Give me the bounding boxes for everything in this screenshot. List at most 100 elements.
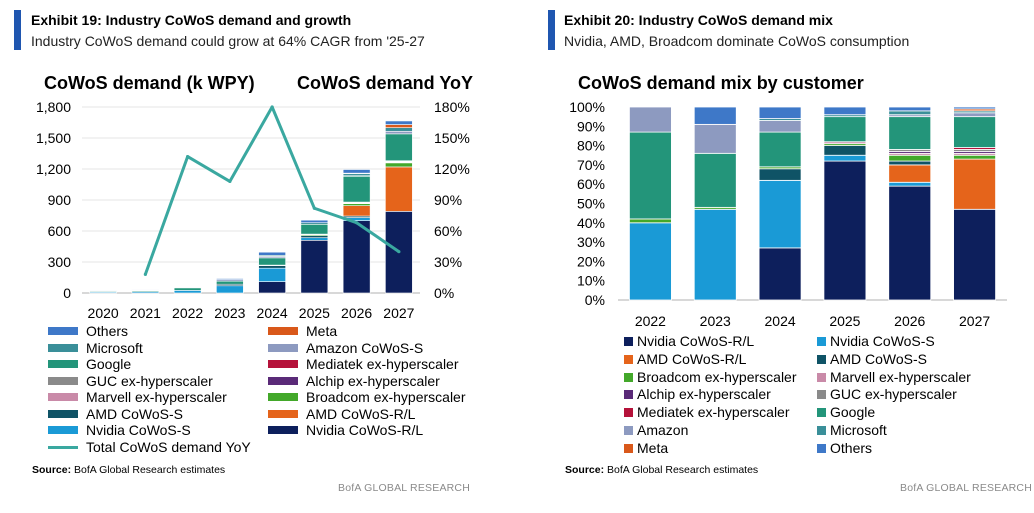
legend-swatch: [268, 409, 298, 418]
bar-others: [385, 120, 413, 125]
legend-swatch: [817, 426, 826, 435]
x-tick-label: 2027: [959, 313, 990, 329]
legend-label: Alchip ex-hyperscaler: [306, 372, 440, 389]
x-tick-label: 2022: [172, 305, 203, 321]
legend-label: Total CoWoS demand YoY: [86, 438, 251, 455]
bar-others: [258, 251, 286, 256]
brand-footer: BofA GLOBAL RESEARCH: [900, 482, 1032, 494]
bar-amd-cowos-s: [888, 160, 932, 166]
bar-broadcom-ex-hyperscaler: [953, 154, 996, 160]
legend-swatch: [817, 337, 826, 346]
legend-swatch: [817, 443, 826, 453]
bar-nvidia-cowos-r-l: [823, 160, 867, 301]
exhibit-19-panel: Exhibit 19: Industry CoWoS demand and gr…: [14, 10, 474, 494]
legend-label: Nvidia CoWoS-R/L: [637, 333, 755, 349]
legend-label: Nvidia CoWoS-S: [86, 422, 191, 438]
y-tick-label: 50%: [577, 196, 605, 212]
bar-google: [258, 257, 286, 266]
bar-nvidia-cowos-r-l: [953, 208, 996, 301]
x-tick-label: 2023: [700, 313, 731, 329]
bar-amazon-cowos-s: [385, 130, 413, 135]
legend-label: Mediatek ex-hyperscaler: [637, 404, 790, 421]
bar-others: [342, 169, 371, 174]
yoy-point: [312, 206, 316, 210]
exhibit-title: Exhibit 20: Industry CoWoS demand mix: [564, 12, 833, 28]
x-tick-label: 2021: [130, 305, 161, 321]
bar-amd-cowos-r-l: [385, 166, 413, 212]
legend-label: Others: [86, 323, 129, 339]
legend-swatch: [48, 426, 78, 434]
legend-label: Marvell ex-hyperscaler: [830, 368, 971, 385]
legend-label: Mediatek ex-hyperscaler: [306, 356, 459, 372]
bar-others: [173, 286, 202, 288]
chart-title-secondary: CoWoS demand YoY: [297, 73, 474, 93]
bar-microsoft: [888, 110, 932, 116]
legend-swatch: [817, 354, 826, 364]
chart-title: CoWoS demand (k WPY): [44, 73, 255, 93]
legend-label: Google: [86, 356, 132, 372]
bar-amazon: [629, 106, 672, 133]
legend-label: Broadcom ex-hyperscaler: [306, 389, 466, 405]
legend-label: AMD CoWoS-R/L: [306, 405, 416, 422]
bar-nvidia-cowos-r-l: [888, 185, 932, 301]
bar-nvidia-cowos-s: [823, 154, 867, 162]
legend-label: GUC ex-hyperscaler: [86, 372, 213, 389]
y-tick-label: 10%: [577, 273, 605, 289]
legend-label: AMD CoWoS-S: [830, 350, 927, 367]
y-tick-label: 90%: [577, 118, 605, 134]
source-label: Source:: [32, 464, 72, 476]
legend-swatch: [268, 426, 298, 434]
bar-google: [385, 133, 413, 162]
bar-amd-cowos-r-l: [953, 158, 996, 210]
bar-google: [693, 152, 737, 208]
bar-nvidia-cowos-s: [216, 285, 244, 294]
legend-label: Broadcom ex-hyperscaler: [637, 368, 797, 385]
legend-swatch: [48, 343, 78, 352]
bar-nvidia-cowos-s: [300, 237, 329, 241]
y-tick-label: 30%: [577, 234, 605, 250]
legend-label: Meta: [306, 323, 338, 339]
legend-swatch: [268, 393, 298, 401]
legend-label: Nvidia CoWoS-R/L: [306, 422, 424, 438]
y-tick-label: 100%: [569, 99, 605, 115]
x-tick-label: 2026: [341, 305, 372, 321]
source-label: Source:: [565, 464, 605, 476]
exhibit-subtitle: Industry CoWoS demand could grow at 64% …: [31, 33, 425, 49]
legend-label: AMD CoWoS-R/L: [637, 350, 747, 367]
legend-swatch: [268, 360, 298, 368]
legend-swatch: [48, 393, 78, 401]
bar-others: [89, 290, 117, 292]
bar-amazon: [758, 120, 802, 133]
legend-swatch: [817, 390, 826, 400]
yoy-point: [186, 155, 190, 159]
legend-swatch: [624, 354, 633, 364]
bar-amazon: [953, 112, 996, 118]
legend-swatch: [624, 390, 633, 400]
bar-google: [342, 175, 371, 203]
legend-label: Microsoft: [830, 422, 887, 438]
bar-amd-cowos-s: [258, 265, 286, 269]
bar-google: [173, 287, 202, 291]
exhibit-20-panel: Exhibit 20: Industry CoWoS demand mix Nv…: [517, 0, 1034, 513]
x-tick-label: 2027: [383, 305, 414, 321]
legend-swatch: [624, 372, 633, 382]
legend-label: GUC ex-hyperscaler: [830, 386, 957, 403]
source-text: BofA Global Research estimates: [604, 464, 759, 476]
bar-nvidia-cowos-s: [629, 222, 672, 301]
bar-others: [823, 106, 867, 116]
bar-others: [216, 278, 244, 280]
y2-tick-label: 180%: [434, 99, 470, 115]
y-tick-label: 0%: [585, 292, 605, 308]
legend-swatch: [624, 337, 633, 346]
y-tick-label: 1,800: [36, 99, 71, 115]
chart-title: CoWoS demand mix by customer: [578, 73, 864, 93]
bar-nvidia-cowos-r-l: [342, 220, 371, 294]
bar-nvidia-cowos-r-l: [258, 281, 286, 294]
y-tick-label: 20%: [577, 253, 605, 269]
legend-label: Nvidia CoWoS-S: [830, 333, 935, 349]
legend-label: Google: [830, 404, 876, 421]
y-tick-label: 900: [48, 192, 72, 208]
y2-tick-label: 0%: [434, 285, 454, 301]
legend-swatch: [624, 426, 633, 435]
y-tick-label: 600: [48, 223, 72, 239]
